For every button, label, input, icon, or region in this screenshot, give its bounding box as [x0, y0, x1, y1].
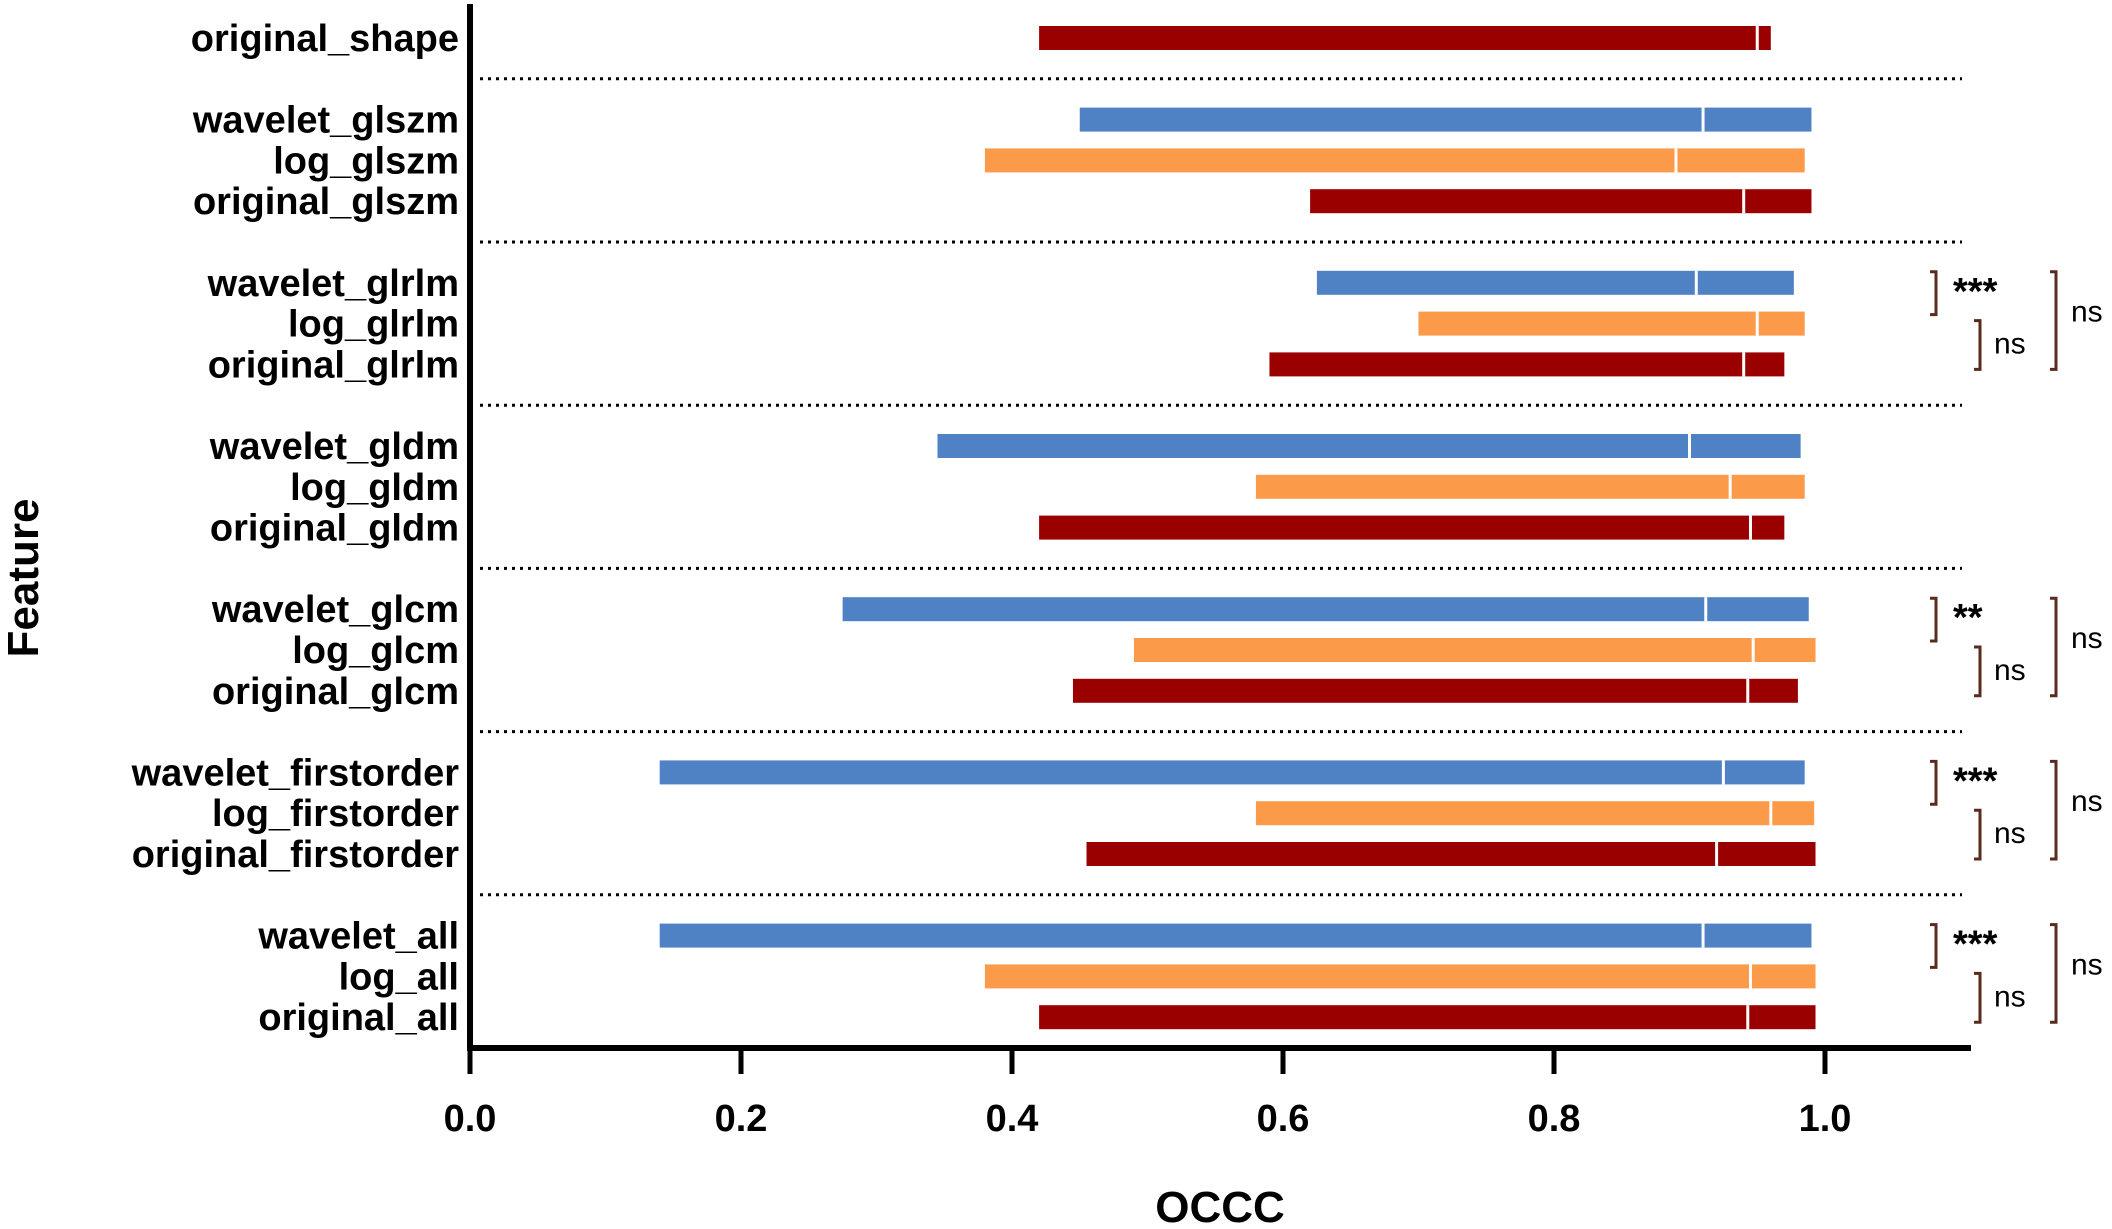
y-label-original_shape: original_shape: [191, 18, 459, 60]
bracket-wavelet-original: [2050, 270, 2058, 371]
bar-wavelet_all: [659, 923, 1812, 948]
y-label-wavelet_gldm: wavelet_gldm: [209, 426, 459, 468]
bar-wavelet_gldm: [937, 434, 1801, 458]
y-label-original_firstorder: original_firstorder: [132, 834, 459, 876]
x-tick-label: 0.0: [444, 1098, 497, 1140]
bracket-log-original: [1974, 319, 1982, 371]
sig-wavelet-original: ns: [2071, 296, 2103, 329]
y-label-original_glrlm: original_glrlm: [208, 344, 459, 386]
sig-wavelet-log: ***: [1953, 760, 1998, 802]
bar-log_all: [984, 964, 1816, 989]
y-label-log_glszm: log_glszm: [273, 140, 459, 182]
x-tick-label: 1.0: [1799, 1098, 1852, 1140]
bar-original_all: [1039, 1005, 1816, 1030]
y-label-log_gldm: log_gldm: [290, 467, 459, 509]
sig-log-original: ns: [1994, 980, 2026, 1013]
y-tick-labels: original_shapewavelet_glszmlog_glszmorig…: [131, 18, 460, 1039]
y-label-log_all: log_all: [339, 956, 459, 998]
bar-original_gldm: [1039, 515, 1785, 540]
bar-original_glszm: [1310, 189, 1812, 214]
bracket-log-original: [1974, 971, 1982, 1024]
bracket-log-original: [1974, 645, 1982, 698]
sig-wavelet-log: ***: [1953, 271, 1998, 313]
bar-log_gldm: [1255, 474, 1805, 499]
bracket-wavelet-original: [2050, 596, 2058, 698]
sig-log-original: ns: [1994, 817, 2026, 850]
y-label-original_all: original_all: [258, 997, 459, 1039]
sig-log-original: ns: [1994, 328, 2026, 361]
bracket-wavelet-original: [2050, 923, 2058, 1024]
x-ticks: 0.0 0.2 0.4 0.6 0.8 1.0: [444, 1048, 1852, 1140]
sig-wavelet-log: **: [1953, 597, 1983, 639]
y-label-wavelet_glrlm: wavelet_glrlm: [207, 263, 459, 305]
x-axis-title: OCCC: [1155, 1183, 1285, 1229]
x-tick-label: 0.8: [1528, 1098, 1581, 1140]
bracket-wavelet-original: [2050, 759, 2058, 861]
sig-wavelet-original: ns: [2071, 785, 2103, 818]
sig-wavelet-original: ns: [2071, 622, 2103, 655]
x-tick-label: 0.6: [1257, 1098, 1310, 1140]
bar-log_firstorder: [1255, 801, 1815, 826]
bar-wavelet_glszm: [1079, 107, 1812, 132]
bar-original_glrlm: [1269, 352, 1785, 377]
bar-wavelet_glrlm: [1316, 270, 1794, 295]
sig-wavelet-original: ns: [2071, 948, 2103, 981]
significance-brackets: *** ns ns ** ns ns *** ns ns *** ns ns: [1930, 270, 2103, 1024]
bar-original_firstorder: [1086, 842, 1816, 866]
y-label-original_glcm: original_glcm: [212, 671, 459, 713]
y-label-wavelet_glszm: wavelet_glszm: [192, 100, 459, 142]
bar-log_glcm: [1133, 638, 1816, 662]
sig-log-original: ns: [1994, 654, 2026, 687]
bracket-wavelet-log: [1930, 596, 1938, 643]
bar-wavelet_firstorder: [659, 760, 1805, 785]
axes: [467, 4, 1971, 1051]
bar-log_glrlm: [1418, 311, 1805, 336]
bars-layer: [659, 26, 1816, 1030]
bar-log_glszm: [984, 148, 1805, 173]
y-label-wavelet_firstorder: wavelet_firstorder: [131, 752, 460, 794]
y-label-original_gldm: original_gldm: [210, 508, 459, 550]
y-label-wavelet_glcm: wavelet_glcm: [211, 589, 459, 631]
bar-wavelet_glcm: [842, 597, 1809, 622]
bracket-log-original: [1974, 808, 1982, 861]
sig-wavelet-log: ***: [1953, 924, 1998, 966]
y-axis-title: Feature: [0, 499, 48, 658]
bracket-wavelet-log: [1930, 759, 1938, 806]
bracket-wavelet-log: [1930, 923, 1938, 969]
x-tick-label: 0.2: [715, 1098, 768, 1140]
y-label-log_glrlm: log_glrlm: [288, 304, 459, 346]
x-tick-label: 0.4: [986, 1098, 1039, 1140]
bar-original_shape: [1039, 26, 1771, 50]
y-label-log_firstorder: log_firstorder: [212, 793, 459, 835]
bracket-wavelet-log: [1930, 270, 1938, 317]
y-label-log_glcm: log_glcm: [292, 630, 459, 672]
y-label-original_glszm: original_glszm: [193, 181, 459, 223]
bar-original_glcm: [1072, 678, 1798, 703]
y-label-wavelet_all: wavelet_all: [257, 916, 459, 958]
